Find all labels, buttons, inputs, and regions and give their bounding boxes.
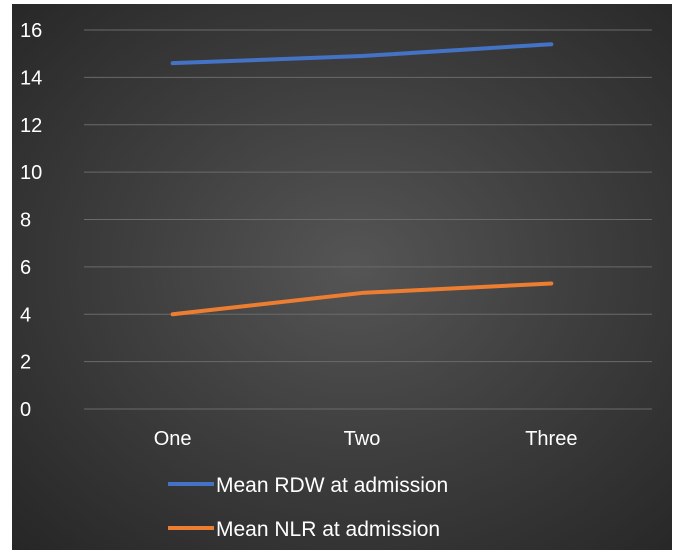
x-tick-label: Three xyxy=(525,428,577,450)
line-chart: 0 2 4 6 8 10 12 14 16 One Two Three Mean RDW at ad… xyxy=(20,20,652,541)
legend-label: Mean NLR at admission xyxy=(216,518,440,541)
y-tick-label: 10 xyxy=(20,162,42,184)
y-tick-label: 14 xyxy=(20,67,42,89)
x-tick-label: Two xyxy=(344,428,381,450)
chart-area: 0 2 4 6 8 10 12 14 16 One Two Three Mean RDW at ad… xyxy=(12,4,672,550)
y-tick-label: 2 xyxy=(20,352,31,374)
y-tick-label: 6 xyxy=(20,257,31,279)
series-line-2 xyxy=(170,281,554,317)
series-line-1 xyxy=(170,42,554,66)
series-lines xyxy=(170,42,554,317)
legend-label: Mean RDW at admission xyxy=(216,474,448,497)
legend: Mean RDW at admission Mean NLR at admissi… xyxy=(168,474,448,541)
y-tick-label: 12 xyxy=(20,115,42,137)
y-tick-label: 8 xyxy=(20,210,31,232)
y-tick-label: 0 xyxy=(20,399,31,421)
y-tick-label: 16 xyxy=(20,20,42,42)
gridlines xyxy=(84,29,652,410)
x-axis-ticks: One Two Three xyxy=(154,428,578,450)
x-tick-label: One xyxy=(154,428,192,450)
y-tick-label: 4 xyxy=(20,304,31,326)
y-axis-ticks: 0 2 4 6 8 10 12 14 16 xyxy=(20,20,42,421)
